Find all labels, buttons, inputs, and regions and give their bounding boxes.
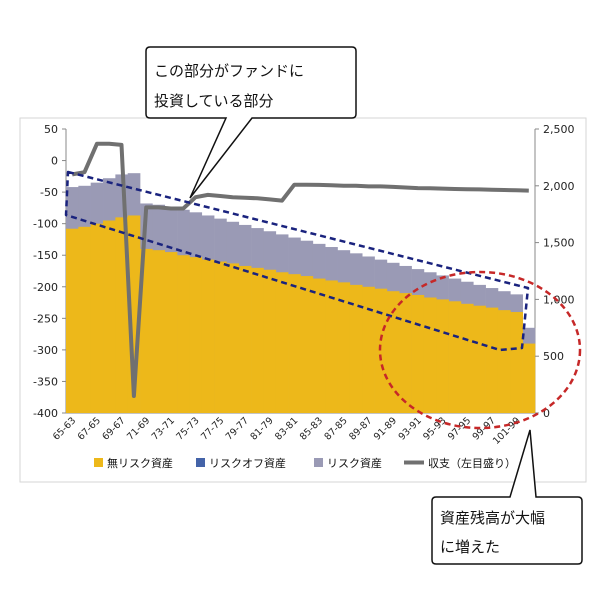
- riskfree-asset-bar: [251, 267, 264, 413]
- riskfree-asset-bar: [522, 343, 536, 413]
- legend-swatch: [94, 458, 103, 467]
- y-left-tick-label: -100: [33, 218, 58, 231]
- legend-swatch: [314, 458, 323, 467]
- y-axis-left: 50 0 -50 -100 -150 -200 -250 -300 -350 -400: [33, 123, 66, 420]
- riskfree-asset-bar: [300, 276, 314, 413]
- riskfree-asset-bar: [399, 293, 412, 413]
- riskfree-asset-bar: [90, 223, 104, 413]
- riskfree-asset-bar: [374, 288, 388, 413]
- legend-label: リスク資産: [327, 457, 382, 470]
- red-dashed-circle: [378, 270, 582, 430]
- riskfree-asset-bar: [312, 278, 326, 413]
- riskfree-asset-bar: [337, 282, 351, 413]
- legend-label: 無リスク資産: [107, 456, 173, 470]
- riskfree-asset-bar: [411, 294, 425, 413]
- callout-top-bubble: [145, 46, 357, 199]
- y-left-tick-label: -350: [33, 375, 58, 388]
- y-left-tick-label: -400: [33, 407, 58, 420]
- y-right-tick-label: 0: [543, 407, 550, 420]
- y-left-tick-label: -200: [33, 281, 58, 294]
- y-left-tick-label: -150: [33, 249, 58, 262]
- riskfree-asset-bar: [275, 272, 289, 413]
- callout-top: この部分がファンドに 投資している部分: [145, 46, 357, 199]
- callout-bottom-bubble: [431, 429, 583, 565]
- callout-bottom-line-2: に増えた: [440, 538, 500, 556]
- callout-top-line-1: この部分がファンドに: [154, 62, 304, 80]
- legend-label: 収支（左目盛り）: [428, 456, 516, 470]
- y-left-tick-label: 0: [51, 155, 58, 168]
- riskfree-asset-bar: [325, 280, 338, 413]
- riskfree-asset-bar: [103, 220, 116, 413]
- series-balance-line: [71, 141, 529, 398]
- riskfree-asset-bar: [263, 269, 277, 413]
- callout-bottom-line-1: 資産残高が大幅: [440, 509, 545, 527]
- y-right-tick-label: 2,500: [543, 123, 575, 136]
- balance-line: [71, 141, 529, 398]
- riskfree-asset-bar: [497, 310, 511, 413]
- riskfree-asset-bar: [140, 248, 153, 413]
- callout-bottom: 資産残高が大幅 に増えた: [431, 429, 583, 565]
- riskfree-asset-bar: [362, 286, 375, 413]
- riskfree-asset-bar: [201, 259, 215, 413]
- y-right-tick-label: 2,000: [543, 180, 575, 193]
- riskfree-asset-bar: [423, 297, 437, 413]
- riskfree-asset-bar: [214, 261, 227, 413]
- riskfree-asset-bar: [288, 274, 301, 413]
- riskfree-asset-bar: [473, 305, 486, 413]
- riskfree-asset-bar: [485, 307, 499, 413]
- riskfree-asset-bar: [152, 250, 166, 413]
- riskfree-asset-bar: [189, 257, 203, 413]
- y-right-tick-label: 1,500: [543, 237, 575, 250]
- riskfree-asset-bar: [349, 284, 363, 413]
- riskfree-asset-bar: [460, 303, 474, 413]
- legend-label: リスクオフ資産: [209, 457, 286, 470]
- riskfree-asset-bar: [510, 312, 523, 413]
- legend: 無リスク資産 リスクオフ資産 リスク資産 収支（左目盛り）: [94, 456, 516, 470]
- y-left-tick-label: 50: [44, 123, 58, 136]
- blue-dashed-highlight: [64, 170, 530, 352]
- y-right-tick-label: 1,000: [543, 293, 575, 306]
- riskfree-asset-bar: [238, 265, 252, 413]
- riskfree-asset-bar: [78, 226, 91, 413]
- riskfree-asset-bar: [115, 217, 129, 413]
- riskfree-asset-bar: [164, 252, 178, 413]
- riskfree-asset-bar: [66, 228, 79, 413]
- y-axis-right: 2,500 2,000 1,500 1,000 500 0: [535, 123, 575, 420]
- riskfree-asset-bar: [448, 301, 462, 413]
- callout-top-line-2: 投資している部分: [154, 92, 274, 110]
- y-left-tick-label: -250: [33, 312, 58, 325]
- y-right-tick-label: 500: [543, 350, 564, 363]
- y-left-tick-label: -300: [33, 344, 58, 357]
- riskfree-asset-bar: [177, 255, 190, 413]
- riskfree-asset-bar: [436, 299, 449, 413]
- legend-swatch: [196, 458, 205, 467]
- riskfree-asset-bar: [226, 263, 240, 413]
- y-left-tick-label: -50: [40, 186, 58, 199]
